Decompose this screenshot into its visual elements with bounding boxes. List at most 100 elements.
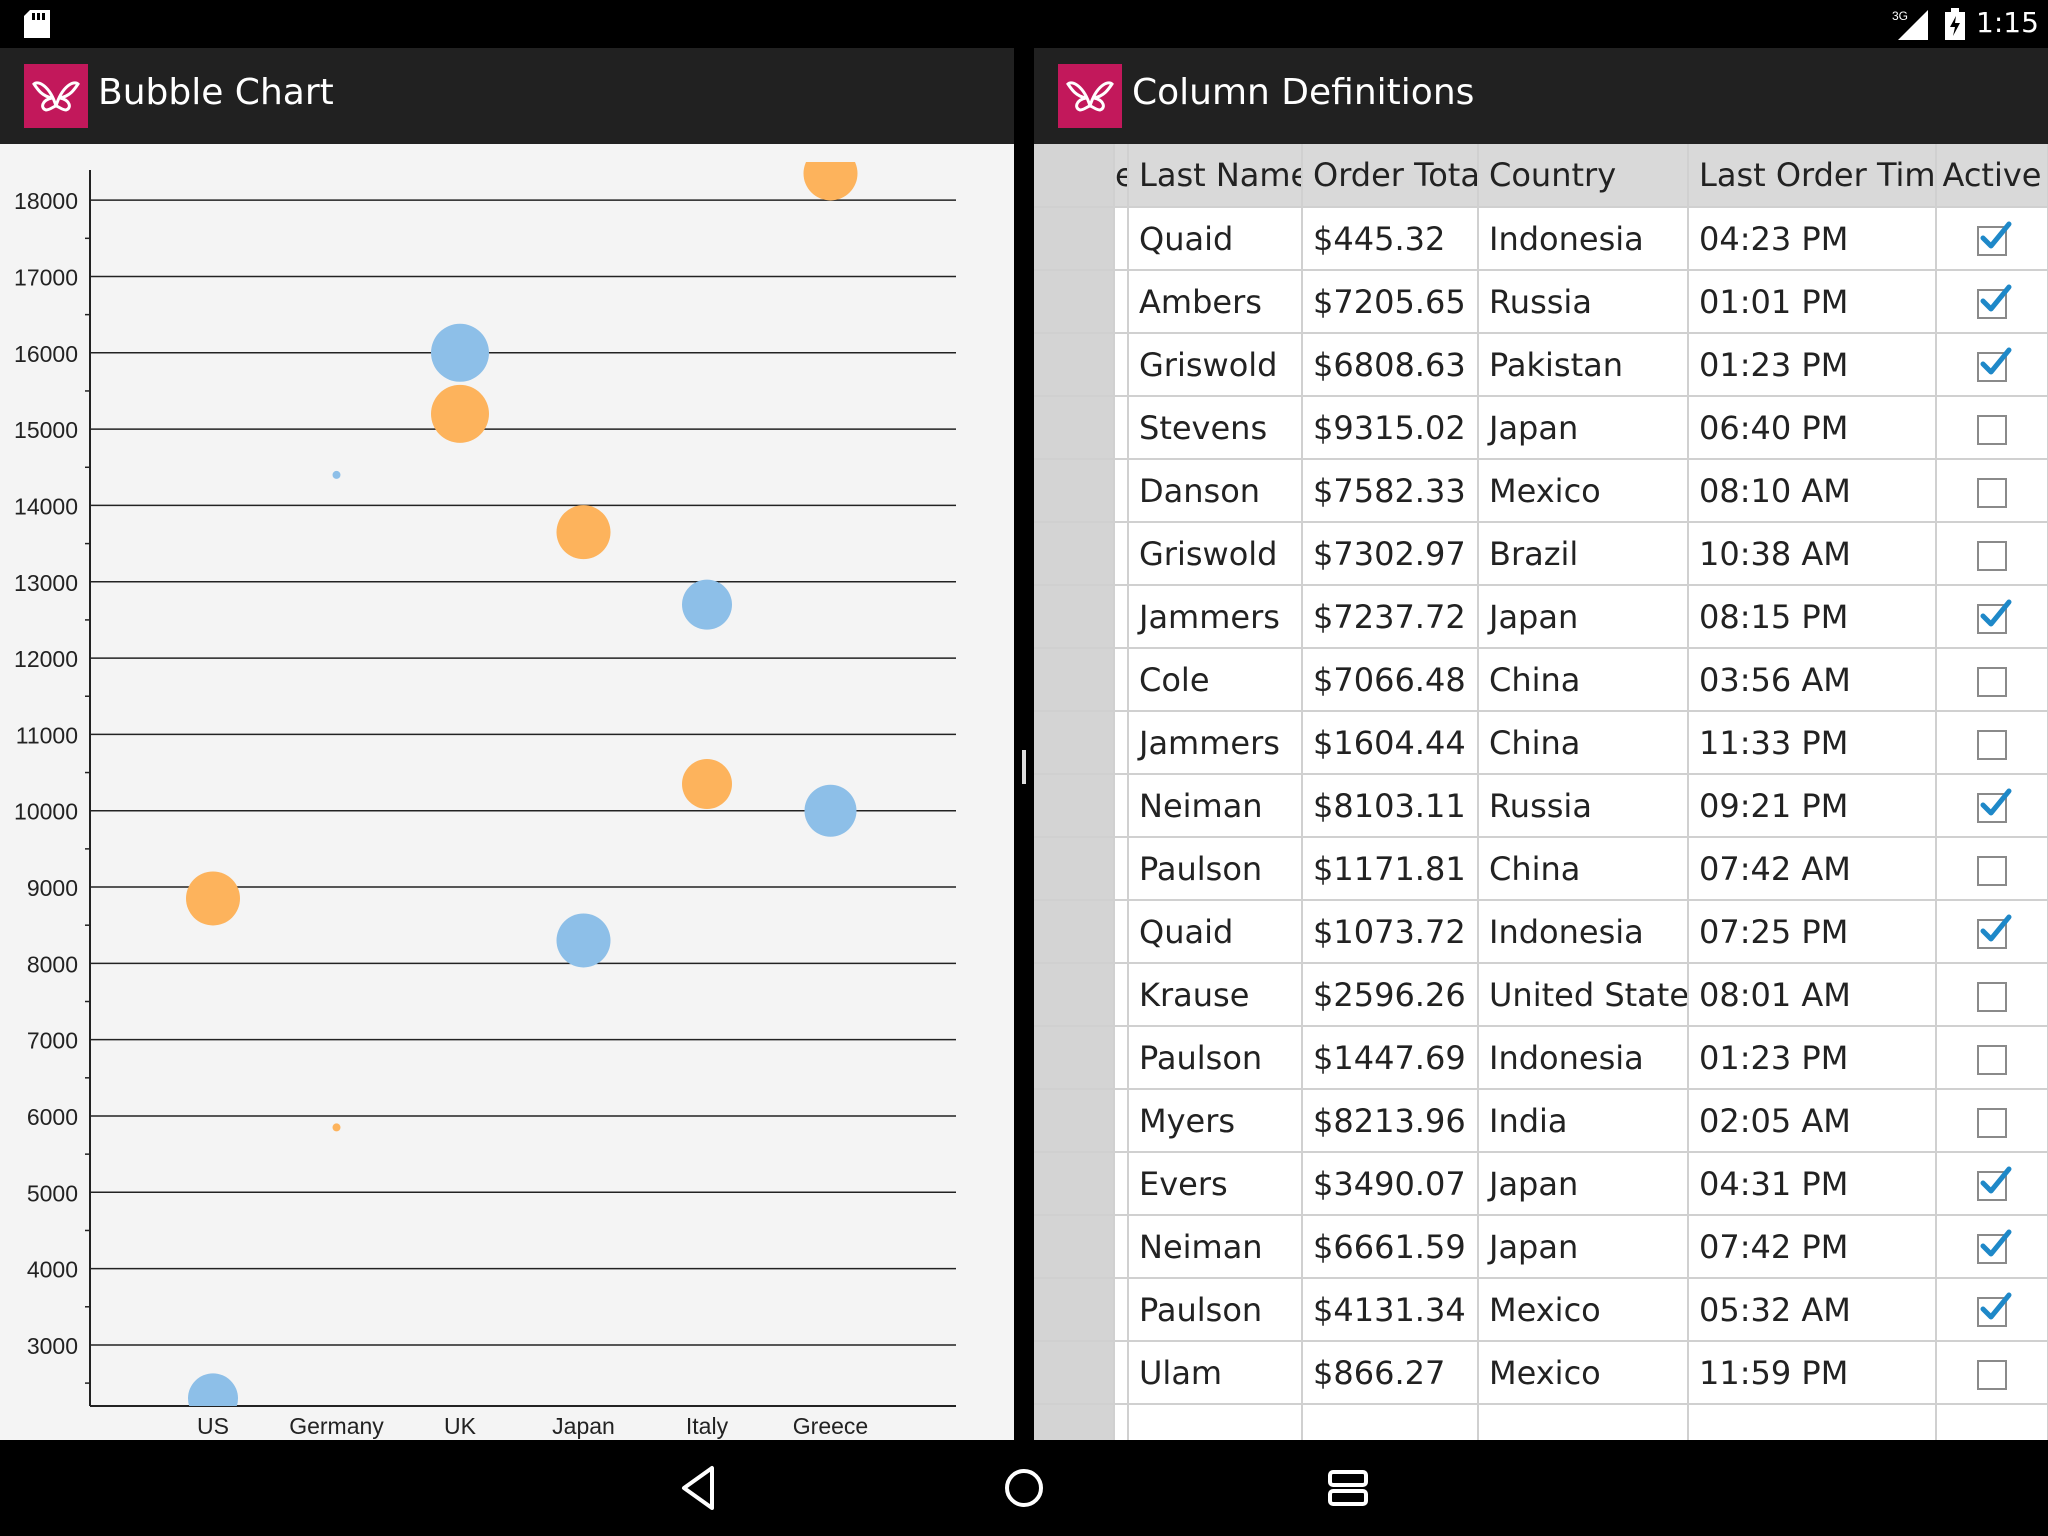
active-checkbox-unchecked[interactable] — [1977, 477, 2007, 508]
cell-last-order-time[interactable]: 10:38 AM — [1688, 522, 1937, 586]
cell-last-name[interactable]: Jammers — [1128, 585, 1303, 649]
back-icon[interactable] — [674, 1462, 726, 1514]
bubble-expenses-greece[interactable] — [803, 146, 858, 201]
data-grid[interactable]: e Last Name Order Total Country Last Ord… — [1034, 144, 2048, 1440]
cell-country[interactable]: Japan — [1478, 1152, 1689, 1216]
cell-order-total[interactable]: $7302.97 — [1302, 522, 1479, 586]
cell-active[interactable] — [1936, 711, 2048, 775]
cell-order-total[interactable]: $2596.26 — [1302, 963, 1479, 1027]
cell-active[interactable] — [1936, 396, 2048, 460]
cell-order-total[interactable]: $3490.07 — [1302, 1152, 1479, 1216]
split-divider-handle[interactable] — [1022, 750, 1026, 784]
table-row[interactable]: Paulson $4131.34 Mexico 05:32 AM — [1034, 1278, 2048, 1342]
active-checkbox-checked[interactable] — [1977, 221, 2012, 256]
cell-country[interactable]: Brazil — [1478, 522, 1689, 586]
cell-active[interactable] — [1936, 837, 2048, 901]
active-checkbox-unchecked[interactable] — [1977, 1359, 2007, 1390]
cell-active[interactable] — [1936, 207, 2048, 271]
cell-last-order-time[interactable]: 07:42 AM — [1688, 837, 1937, 901]
cell-order-total[interactable]: $1171.81 — [1302, 837, 1479, 901]
cell-last-order-time[interactable]: 07:42 PM — [1688, 1215, 1937, 1279]
cell-last-name[interactable]: Paulson — [1128, 1026, 1303, 1090]
cell-last-name[interactable]: Paulson — [1128, 837, 1303, 901]
cell-order-total[interactable]: $9315.02 — [1302, 396, 1479, 460]
cell-active[interactable] — [1936, 1278, 2048, 1342]
active-checkbox-unchecked[interactable] — [1977, 981, 2007, 1012]
cell-last-name[interactable]: Quaid — [1128, 900, 1303, 964]
bubble-sales-greece[interactable] — [804, 784, 857, 837]
cell-last-order-time[interactable]: 04:23 PM — [1688, 207, 1937, 271]
cell-order-total[interactable]: $1073.72 — [1302, 900, 1479, 964]
cell-active[interactable] — [1936, 963, 2048, 1027]
cell-country[interactable]: China — [1478, 837, 1689, 901]
cell-country[interactable]: Pakistan — [1478, 333, 1689, 397]
cell-last-name[interactable]: Ulam — [1128, 1341, 1303, 1405]
active-checkbox-checked[interactable] — [1977, 599, 2012, 634]
cell-last-order-time[interactable]: 11:33 PM — [1688, 711, 1937, 775]
table-row[interactable]: Myers $8213.96 India 02:05 AM — [1034, 1089, 2048, 1153]
cell-order-total[interactable]: $7066.48 — [1302, 648, 1479, 712]
column-header-active[interactable]: Active — [1936, 144, 2048, 208]
cell-country[interactable]: China — [1478, 711, 1689, 775]
cell-active[interactable] — [1936, 333, 2048, 397]
cell-active[interactable] — [1936, 459, 2048, 523]
table-row[interactable]: Jammers $1604.44 China 11:33 PM — [1034, 711, 2048, 775]
cell-last-name[interactable]: Quaid — [1128, 207, 1303, 271]
cell-last-order-time[interactable]: 08:10 AM — [1688, 459, 1937, 523]
cell-last-name[interactable]: Evers — [1128, 1152, 1303, 1216]
cell-last-name[interactable]: Krause — [1128, 963, 1303, 1027]
active-checkbox-unchecked[interactable] — [1977, 1107, 2007, 1138]
cell-last-order-time[interactable]: 08:01 AM — [1688, 963, 1937, 1027]
cell-country[interactable]: Japan — [1478, 1215, 1689, 1279]
cell-country[interactable]: Mexico — [1478, 459, 1689, 523]
bubble-expenses-japan[interactable] — [556, 505, 611, 560]
cell-active[interactable] — [1936, 1152, 2048, 1216]
cell-order-total[interactable]: $6808.63 — [1302, 333, 1479, 397]
cell-active[interactable] — [1936, 522, 2048, 586]
recents-icon[interactable] — [1322, 1462, 1374, 1514]
bubble-chart[interactable]: 3000 4000 5000 6000 7000 8000 9000 10000 11000 12… — [0, 144, 1014, 1440]
cell-country[interactable]: Mexico — [1478, 1278, 1689, 1342]
column-header-country[interactable]: Country — [1478, 144, 1689, 208]
bubble-sales-japan[interactable] — [556, 913, 611, 968]
active-checkbox-checked[interactable] — [1977, 1166, 2012, 1201]
cell-country[interactable]: Russia — [1478, 774, 1689, 838]
home-icon[interactable] — [998, 1462, 1050, 1514]
cell-active[interactable] — [1936, 1089, 2048, 1153]
active-checkbox-unchecked[interactable] — [1977, 1044, 2007, 1075]
active-checkbox-unchecked[interactable] — [1977, 729, 2007, 760]
active-checkbox-checked[interactable] — [1977, 914, 2012, 949]
cell-last-order-time[interactable]: 05:32 AM — [1688, 1278, 1937, 1342]
cell-active[interactable] — [1936, 774, 2048, 838]
table-row[interactable]: Quaid $445.32 Indonesia 04:23 PM — [1034, 207, 2048, 271]
cell-last-name[interactable]: Myers — [1128, 1089, 1303, 1153]
bubble-expenses-us[interactable] — [186, 871, 240, 926]
bubble-expenses-italy[interactable] — [682, 759, 732, 809]
cell-last-order-time[interactable]: 01:23 PM — [1688, 333, 1937, 397]
cell-country[interactable]: Japan — [1478, 396, 1689, 460]
cell-country[interactable]: United States — [1478, 963, 1689, 1027]
cell-country[interactable]: India — [1478, 1089, 1689, 1153]
active-checkbox-unchecked[interactable] — [1977, 540, 2007, 571]
cell-last-name[interactable]: Griswold — [1128, 333, 1303, 397]
table-row[interactable]: Jammers $7237.72 Japan 08:15 PM — [1034, 585, 2048, 649]
table-row[interactable]: Neiman $8103.11 Russia 09:21 PM — [1034, 774, 2048, 838]
cell-order-total[interactable]: $7237.72 — [1302, 585, 1479, 649]
table-row[interactable]: Neiman $6661.59 Japan 07:42 PM — [1034, 1215, 2048, 1279]
active-checkbox-unchecked[interactable] — [1977, 414, 2007, 445]
cell-order-total[interactable]: $7205.65 — [1302, 270, 1479, 334]
cell-last-name[interactable]: Griswold — [1128, 522, 1303, 586]
cell-active[interactable] — [1936, 1341, 2048, 1405]
active-checkbox-unchecked[interactable] — [1977, 666, 2007, 697]
cell-order-total[interactable]: $445.32 — [1302, 207, 1479, 271]
bubble-sales-us[interactable] — [188, 1373, 238, 1423]
cell-order-total[interactable]: $1604.44 — [1302, 711, 1479, 775]
cell-order-total[interactable]: $7582.33 — [1302, 459, 1479, 523]
table-row[interactable]: Paulson $1171.81 China 07:42 AM — [1034, 837, 2048, 901]
cell-active[interactable] — [1936, 900, 2048, 964]
cell-last-name[interactable]: Danson — [1128, 459, 1303, 523]
table-row[interactable]: Griswold $7302.97 Brazil 10:38 AM — [1034, 522, 2048, 586]
cell-last-order-time[interactable]: 07:25 PM — [1688, 900, 1937, 964]
column-header-last-name[interactable]: Last Name — [1128, 144, 1303, 208]
active-checkbox-checked[interactable] — [1977, 347, 2012, 382]
